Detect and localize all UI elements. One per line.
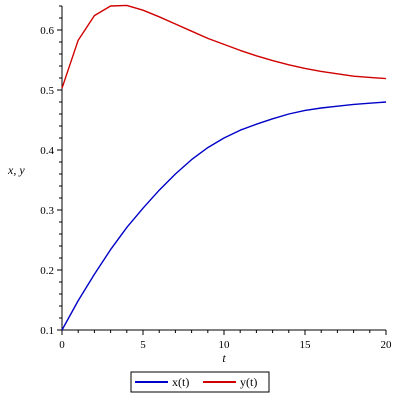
y-tick-label: 0.4 [40, 145, 54, 157]
legend: x(t) y(t) [130, 371, 270, 393]
axes [61, 6, 386, 331]
x-tick-label: 15 [300, 339, 312, 351]
series-line-yt [61, 4, 387, 89]
y-tick-label: 0.1 [40, 325, 54, 337]
x-axis-ticks: 0 5 10 15 20 [59, 330, 392, 351]
x-tick-label: 0 [59, 339, 65, 351]
legend-label-y: y(t) [240, 375, 257, 389]
y-tick-label: 0.6 [40, 25, 54, 37]
x-tick-label: 10 [219, 339, 231, 351]
series-line-xt [61, 101, 387, 331]
legend-label-x: x(t) [172, 375, 189, 389]
y-axis-label: x, y [7, 163, 25, 177]
y-tick-label: 0.2 [40, 265, 54, 277]
legend-frame [130, 371, 270, 393]
y-axis-ticks: 0.1 0.2 0.3 0.4 0.5 0.6 [40, 5, 62, 337]
y-tick-label: 0.3 [40, 205, 54, 217]
x-tick-label: 20 [381, 339, 393, 351]
x-tick-label: 5 [140, 339, 146, 351]
series-layer [61, 4, 387, 331]
y-tick-label: 0.5 [40, 85, 54, 97]
x-axis-label: t [222, 351, 226, 365]
